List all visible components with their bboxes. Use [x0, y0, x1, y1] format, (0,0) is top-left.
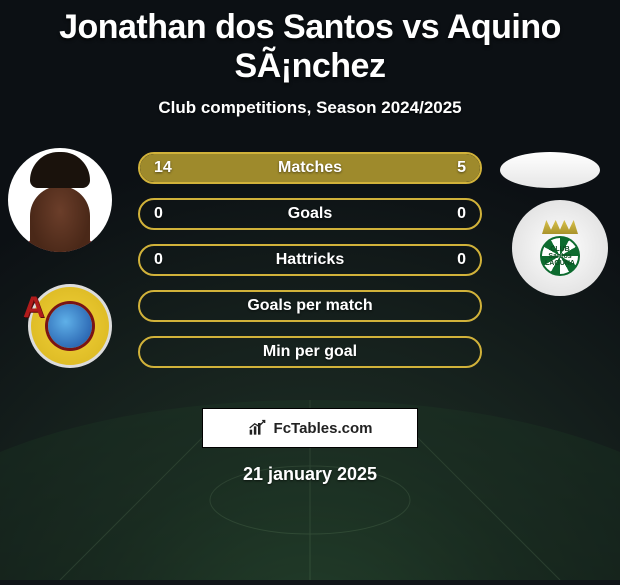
- comparison-area: A CLUB Santos LAGUNA 145Matches00Goals00…: [0, 142, 620, 402]
- source-box: FcTables.com: [202, 408, 418, 448]
- stat-value-right: 0: [457, 205, 466, 223]
- stat-label: Hattricks: [276, 251, 344, 269]
- stat-bar: 0 0 Goals: [138, 198, 482, 230]
- date-label: 21 january 2025: [0, 464, 620, 485]
- stat-value-left: 14: [154, 159, 172, 177]
- stat-bar: Min per goal: [138, 336, 482, 368]
- subtitle: Club competitions, Season 2024/2025: [0, 98, 620, 118]
- crest-left-letter: A: [23, 291, 45, 325]
- player-left-club-crest: A: [28, 284, 112, 368]
- crest-right-text: CLUB Santos LAGUNA: [542, 246, 578, 267]
- stat-value-right: 5: [457, 159, 466, 177]
- chart-icon: [248, 419, 268, 437]
- crown-icon: [542, 220, 578, 234]
- stat-label: Min per goal: [263, 343, 357, 361]
- stat-bar: Goals per match: [138, 290, 482, 322]
- source-label: FcTables.com: [274, 420, 373, 437]
- stat-label: Goals per match: [247, 297, 372, 315]
- player-right-avatar-placeholder: [500, 152, 600, 188]
- stat-bar-fill-left: [140, 154, 378, 182]
- content-root: Jonathan dos Santos vs Aquino SÃ¡nchez C…: [0, 0, 620, 580]
- stat-value-right: 0: [457, 251, 466, 269]
- stat-bar: 14 5 Matches: [138, 152, 482, 184]
- page-title: Jonathan dos Santos vs Aquino SÃ¡nchez: [0, 0, 620, 86]
- player-left-avatar: [8, 148, 112, 252]
- stat-bars: 14 5 Matches 0 0 Goals 0 0 Hattricks Goals per ma…: [138, 152, 482, 368]
- stat-value-left: 0: [154, 205, 163, 223]
- stat-bar: 0 0 Hattricks: [138, 244, 482, 276]
- stat-label: Matches: [278, 159, 342, 177]
- stat-label: Goals: [288, 205, 332, 223]
- stat-value-left: 0: [154, 251, 163, 269]
- player-right-club-crest: CLUB Santos LAGUNA: [512, 200, 608, 296]
